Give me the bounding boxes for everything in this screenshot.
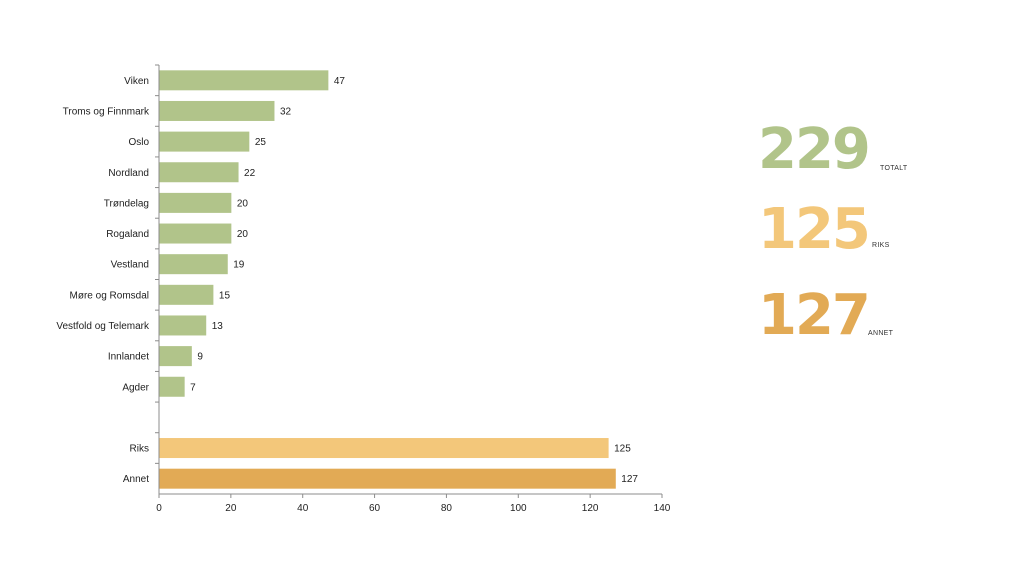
bar-9	[159, 346, 192, 367]
category-label-7: Møre og Romsdal	[70, 290, 149, 301]
stat-annet-value: 127	[758, 283, 871, 348]
bar-6	[159, 254, 228, 275]
x-tick-label-5: 100	[510, 503, 527, 514]
x-axis-ticks: 0 20 40 60 80 100 120 140	[156, 494, 671, 514]
category-label-0: Viken	[124, 76, 149, 87]
value-label-4: 20	[237, 198, 249, 209]
axes	[155, 64, 662, 495]
value-label-2: 25	[255, 137, 267, 148]
value-label-8: 13	[212, 321, 224, 332]
x-tick-label-6: 120	[582, 503, 599, 514]
bar-chart: Viken Troms og Finnmark Oslo Nordland Trønde…	[56, 64, 671, 514]
bar-5	[159, 223, 232, 244]
x-tick-label-0: 0	[156, 503, 162, 514]
category-label-10: Agder	[122, 382, 149, 393]
category-label-2: Oslo	[128, 137, 149, 148]
x-tick-label-4: 80	[441, 503, 453, 514]
bars-layer	[159, 70, 616, 489]
value-label-6: 19	[233, 260, 245, 271]
bar-8	[159, 315, 207, 336]
bar-7	[159, 284, 214, 305]
category-label-3: Nordland	[108, 168, 149, 179]
category-label-9: Innlandet	[108, 352, 149, 363]
value-label-12: 125	[614, 444, 631, 455]
stat-annet-label: ANNET	[868, 330, 894, 337]
x-tick-label-2: 40	[297, 503, 309, 514]
bar-10	[159, 376, 185, 397]
category-label-1: Troms og Finnmark	[63, 106, 150, 117]
bar-4	[159, 192, 232, 213]
bar-12	[159, 438, 609, 459]
category-label-5: Rogaland	[106, 229, 149, 240]
value-label-1: 32	[280, 106, 292, 117]
x-tick-label-7: 140	[654, 503, 671, 514]
value-label-13: 127	[621, 474, 638, 485]
bar-2	[159, 131, 250, 152]
category-label-12: Riks	[130, 444, 149, 455]
bar-0	[159, 70, 329, 91]
value-labels: 47 32 25 22 20 20 19 15 13 9 7 125 127	[190, 76, 638, 485]
category-labels: Viken Troms og Finnmark Oslo Nordland Trønde…	[56, 76, 150, 485]
stat-riks-value: 125	[758, 197, 871, 262]
value-label-5: 20	[237, 229, 249, 240]
bar-3	[159, 162, 239, 183]
value-label-3: 22	[244, 168, 256, 179]
value-label-10: 7	[190, 382, 196, 393]
category-label-8: Vestfold og Telemark	[56, 321, 150, 332]
category-label-6: Vestland	[111, 260, 149, 271]
value-label-9: 9	[197, 352, 203, 363]
stat-riks-label: RIKS	[872, 242, 890, 249]
x-tick-label-3: 60	[369, 503, 381, 514]
x-tick-label-1: 20	[225, 503, 237, 514]
category-label-4: Trøndelag	[104, 198, 149, 209]
bar-13	[159, 468, 616, 489]
stat-total-value: 229	[758, 117, 871, 182]
value-label-7: 15	[219, 290, 231, 301]
bar-1	[159, 100, 275, 121]
stat-total-label: TOTALT	[880, 165, 908, 172]
category-label-13: Annet	[123, 474, 149, 485]
value-label-0: 47	[334, 76, 346, 87]
